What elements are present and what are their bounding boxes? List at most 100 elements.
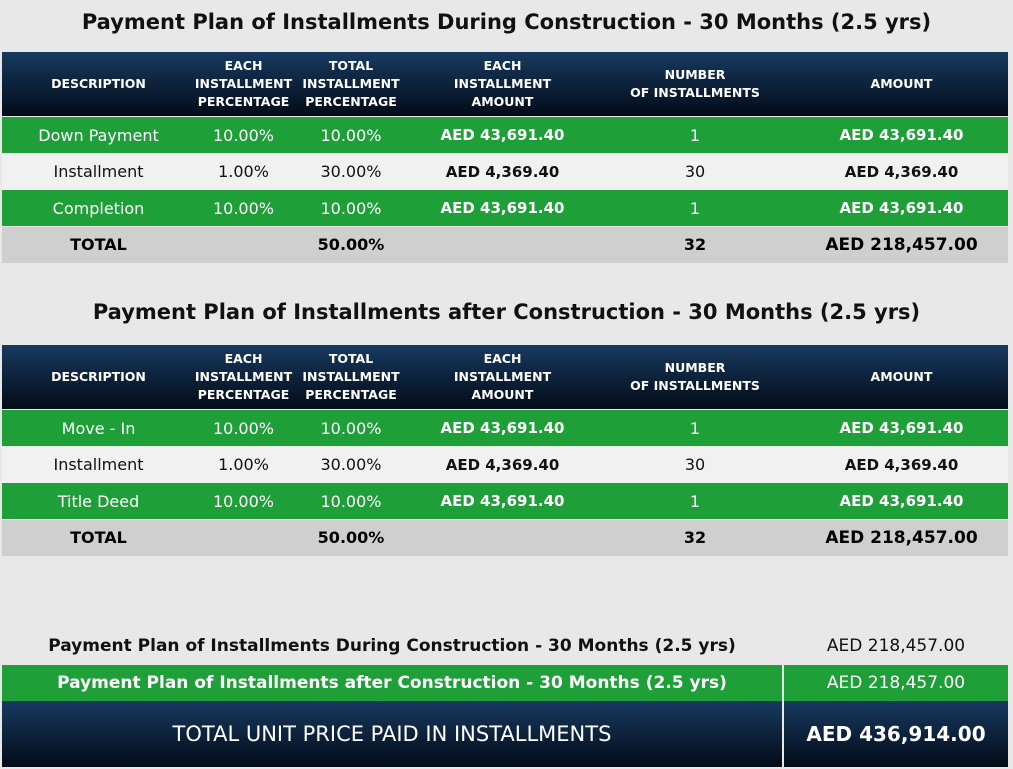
header-text: PERCENTAGE (197, 387, 290, 402)
cell: AED 43,691.40 (839, 492, 964, 510)
summary-bg (2, 665, 782, 701)
cell: AED 43,691.40 (440, 199, 565, 217)
cell: 1 (689, 198, 701, 218)
cell: Installment (53, 455, 144, 474)
cell: 1.00% (218, 455, 269, 474)
header-text: DESCRIPTION (51, 76, 146, 91)
total-amount: AED 218,457.00 (825, 234, 978, 255)
cell: AED 43,691.40 (839, 126, 964, 144)
summary-total-bg (784, 701, 1008, 767)
row-bg (2, 483, 1008, 519)
cell: 1.00% (218, 162, 269, 181)
cell: 10.00% (320, 491, 382, 511)
cell: Title Deed (57, 491, 140, 511)
header-text: INSTALLMENT (194, 76, 293, 91)
cell: 30 (684, 162, 706, 181)
cell: 30.00% (320, 455, 382, 474)
cell: 10.00% (212, 198, 274, 218)
cell: AED 43,691.40 (440, 126, 565, 144)
total-percentage: 50.00% (317, 528, 385, 547)
header-text: OF INSTALLMENTS (630, 85, 760, 100)
header-text: INSTALLMENT (453, 76, 552, 91)
total-amount: AED 218,457.00 (825, 527, 978, 548)
total-label: TOTAL (70, 235, 127, 254)
cell: 30 (684, 455, 706, 474)
summary-label: Payment Plan of Installments During Cons… (48, 636, 736, 656)
cell: 10.00% (212, 491, 274, 511)
header-text: NUMBER (664, 67, 726, 82)
header-bg (2, 52, 1008, 116)
summary-total-amount: AED 436,914.00 (806, 722, 986, 746)
header-cell: AMOUNT (795, 52, 1008, 116)
header-text: INSTALLMENT (302, 76, 400, 91)
header-text: PERCENTAGE (305, 94, 397, 109)
cell: 1 (689, 491, 701, 511)
total-bg (2, 519, 1008, 556)
header-text: OF INSTALLMENTS (630, 378, 760, 393)
header-cell: EACH INSTALLMENT AMOUNT (410, 345, 595, 409)
cell: AED 43,691.40 (839, 419, 964, 437)
header-cell: EACH INSTALLMENT PERCENTAGE (195, 52, 292, 116)
row-bg (2, 153, 1008, 190)
cell: 10.00% (320, 198, 382, 218)
cell: Down Payment (38, 125, 159, 145)
header-text: PERCENTAGE (197, 94, 290, 109)
row-bg (2, 410, 1008, 446)
header-text: AMOUNT (870, 369, 933, 384)
header-text: TOTAL (328, 351, 374, 366)
summary-label: Payment Plan of Installments after Const… (57, 673, 727, 693)
header-cell: NUMBER OF INSTALLMENTS (595, 345, 795, 409)
header-text: AMOUNT (870, 76, 933, 91)
cell: AED 4,369.40 (844, 162, 959, 181)
table-title: Payment Plan of Installments after Const… (92, 300, 921, 324)
header-text: AMOUNT (471, 387, 534, 402)
header-text: EACH (224, 351, 263, 366)
header-text: TOTAL (328, 58, 374, 73)
cell: AED 4,369.40 (445, 455, 560, 474)
header-text: INSTALLMENT (453, 369, 552, 384)
row-bg (2, 117, 1008, 153)
cell: 10.00% (212, 418, 274, 438)
cell: AED 43,691.40 (440, 419, 565, 437)
cell: AED 43,691.40 (839, 199, 964, 217)
cell: 10.00% (320, 418, 382, 438)
header-text: PERCENTAGE (305, 387, 397, 402)
total-installments: 32 (683, 528, 707, 547)
cell: AED 4,369.40 (844, 455, 959, 474)
header-text: EACH (224, 58, 263, 73)
cell: 1 (689, 418, 701, 438)
header-text: INSTALLMENT (302, 369, 400, 384)
header-cell: TOTAL INSTALLMENT PERCENTAGE (292, 52, 410, 116)
cell: AED 4,369.40 (445, 162, 560, 181)
header-text: AMOUNT (471, 94, 534, 109)
header-cell: AMOUNT (795, 345, 1008, 409)
cell: 1 (689, 125, 701, 145)
header-cell: EACH INSTALLMENT AMOUNT (410, 52, 595, 116)
header-text: EACH (483, 351, 522, 366)
cell: 30.00% (320, 162, 382, 181)
summary-total-label: TOTAL UNIT PRICE PAID IN INSTALLMENTS (172, 722, 612, 746)
header-cell: DESCRIPTION (2, 345, 195, 409)
cell: AED 43,691.40 (440, 492, 565, 510)
total-bg (2, 226, 1008, 263)
header-cell: EACH INSTALLMENT PERCENTAGE (195, 345, 292, 409)
header-cell: NUMBER OF INSTALLMENTS (595, 52, 795, 116)
cell: Completion (52, 198, 145, 218)
total-percentage: 50.00% (317, 235, 385, 254)
header-text: INSTALLMENT (194, 369, 293, 384)
header-text: DESCRIPTION (51, 369, 146, 384)
summary-amount: AED 218,457.00 (826, 673, 966, 693)
row-bg (2, 446, 1008, 483)
header-text: EACH (483, 58, 522, 73)
summary-amount: AED 218,457.00 (826, 636, 966, 656)
summary-bg (784, 665, 1008, 701)
header-bg (2, 345, 1008, 409)
cell: Installment (53, 162, 144, 181)
header-cell: DESCRIPTION (2, 52, 195, 116)
cell: 10.00% (212, 125, 274, 145)
total-installments: 32 (683, 235, 707, 254)
total-label: TOTAL (70, 528, 127, 547)
header-text: NUMBER (664, 360, 726, 375)
row-bg (2, 190, 1008, 226)
